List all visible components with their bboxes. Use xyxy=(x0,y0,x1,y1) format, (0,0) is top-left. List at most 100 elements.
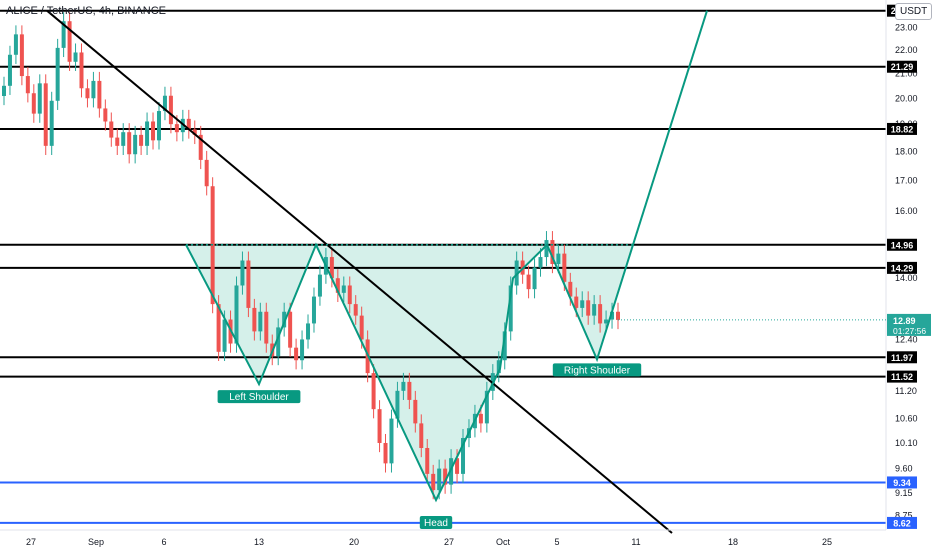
pattern-zigzag-line[interactable] xyxy=(185,242,634,503)
candle-body xyxy=(461,438,466,474)
candle-body xyxy=(383,442,388,464)
candle-body xyxy=(240,260,245,286)
candle-body xyxy=(19,34,24,77)
candle-body xyxy=(610,311,615,320)
candle-body xyxy=(544,240,549,258)
candle-body xyxy=(478,413,483,424)
y-tick-label: 17.00 xyxy=(895,175,918,185)
candle-body xyxy=(91,80,96,99)
head-label-box xyxy=(419,516,453,530)
candle-body xyxy=(139,134,144,146)
head-label: Head xyxy=(424,518,448,529)
y-tick-label: 9.15 xyxy=(895,488,913,498)
candle-body xyxy=(115,137,120,146)
candle-body xyxy=(341,285,346,293)
y-tick-label: 9.60 xyxy=(895,464,913,474)
candle-body xyxy=(37,83,42,114)
x-tick-label: 27 xyxy=(26,537,36,547)
candle-body xyxy=(25,76,30,94)
candle-body xyxy=(55,47,60,101)
candle-body xyxy=(526,274,531,290)
candle-body xyxy=(168,95,173,125)
candle-body xyxy=(234,285,239,344)
currency-selector[interactable]: USDT xyxy=(895,3,932,20)
candle-body xyxy=(2,85,6,96)
candle-body xyxy=(616,311,620,320)
candle-body xyxy=(264,311,269,344)
candle-body xyxy=(586,300,591,316)
candle-body xyxy=(186,118,191,130)
y-tick-label: 8.75 xyxy=(895,510,913,520)
candle-body xyxy=(222,319,227,352)
candle-body xyxy=(496,360,501,374)
level-price-tag xyxy=(887,122,917,135)
candle-body xyxy=(31,93,36,114)
candle-body xyxy=(252,307,257,332)
candle-body xyxy=(568,281,573,297)
candle-body xyxy=(443,468,448,485)
y-tick-label: 16.00 xyxy=(895,206,918,216)
y-tick-label: 14.00 xyxy=(895,273,918,283)
candle-body xyxy=(300,339,305,361)
candle-body xyxy=(258,311,263,332)
candle-body xyxy=(437,468,442,491)
y-tick-label: 10.10 xyxy=(895,438,918,448)
candle-body xyxy=(550,240,555,265)
level-price-tag xyxy=(887,351,917,364)
candle-body xyxy=(121,132,126,146)
countdown-label: 01:27:56 xyxy=(893,326,926,336)
level-price-label: 9.34 xyxy=(893,478,911,488)
candle-body xyxy=(532,267,537,290)
candle-body xyxy=(204,159,209,187)
candle-body xyxy=(85,88,90,99)
y-tick-label: 21.00 xyxy=(895,69,918,79)
x-tick-label: 25 xyxy=(822,537,832,547)
candle-body xyxy=(311,296,316,324)
x-tick-label: 27 xyxy=(444,537,454,547)
candle-body xyxy=(103,108,108,122)
candle-body xyxy=(359,315,364,340)
candle-body xyxy=(580,300,585,308)
descending-trendline[interactable] xyxy=(46,9,673,534)
level-price-label: 21.29 xyxy=(891,62,914,72)
candle-body xyxy=(604,319,609,324)
candle-body xyxy=(419,423,424,448)
level-price-tag xyxy=(887,370,917,383)
candle-body xyxy=(216,304,221,352)
level-price-label: 14.96 xyxy=(891,240,914,250)
candle-body xyxy=(180,118,185,133)
level-price-label: 11.52 xyxy=(891,372,913,382)
level-price-tag xyxy=(887,60,917,73)
x-tick-label: Oct xyxy=(496,537,511,547)
candle-body xyxy=(514,260,519,286)
candle-body xyxy=(562,253,567,282)
x-tick-label: 5 xyxy=(554,537,559,547)
x-tick-label: 6 xyxy=(161,537,166,547)
candle-body xyxy=(43,83,48,146)
x-tick-label: Sep xyxy=(88,537,104,547)
candle-body xyxy=(276,327,281,357)
level-price-tag xyxy=(887,261,917,274)
level-price-tag xyxy=(887,476,917,489)
left-shoulder-label-box xyxy=(217,390,301,404)
candle-body xyxy=(556,253,561,265)
level-price-label: 11.97 xyxy=(891,353,913,363)
candle-body xyxy=(97,80,102,109)
candle-body xyxy=(109,121,114,138)
candle-body xyxy=(294,347,299,361)
candle-body xyxy=(145,121,150,146)
candle-body xyxy=(127,132,132,155)
candle-body xyxy=(335,278,340,293)
candle-body xyxy=(13,34,18,55)
right-shoulder-label-box xyxy=(552,363,642,377)
candle-body xyxy=(431,473,436,491)
candle-body xyxy=(198,134,203,160)
x-tick-label: 13 xyxy=(254,537,264,547)
candle-body xyxy=(133,134,138,155)
projection-target-line[interactable] xyxy=(632,10,708,246)
y-tick-label: 23.00 xyxy=(895,23,918,33)
candle-body xyxy=(7,54,12,86)
level-price-tag xyxy=(887,516,917,529)
